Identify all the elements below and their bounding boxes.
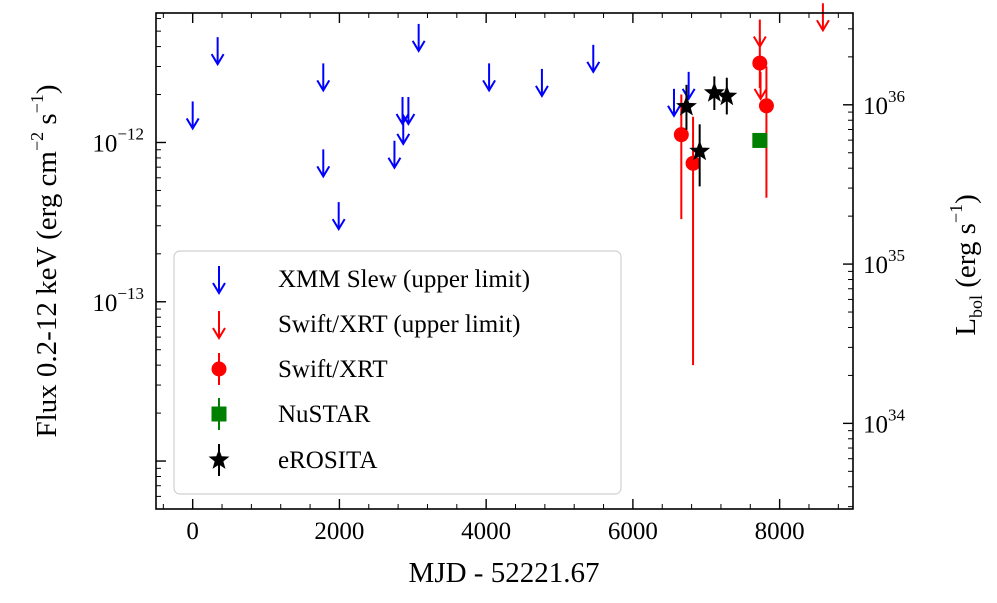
upper-limit-arrow — [681, 71, 696, 101]
tick-exponent: 34 — [888, 405, 906, 424]
arrow-head — [816, 19, 830, 33]
legend-star-symbol — [208, 449, 230, 469]
y-left-tick-label: 10−13 — [92, 284, 144, 317]
y-right-label-main: L — [950, 318, 982, 336]
legend-square-symbol — [211, 406, 227, 422]
arrow-head — [586, 61, 601, 74]
star-marker — [703, 81, 725, 102]
series-swift-xrt — [673, 38, 774, 366]
upper-limit-arrow — [185, 101, 200, 131]
y-left-label-mid: s — [31, 113, 63, 132]
y-left-tick-label: 10−12 — [92, 124, 144, 157]
legend-label-swift-ul: Swift/XRT (upper limit) — [278, 311, 520, 338]
tick-exponent: −12 — [117, 124, 144, 143]
arrow-head — [316, 79, 331, 93]
y-right-label-sub: bol — [966, 295, 986, 318]
series-erosita — [675, 76, 738, 187]
upper-limit-arrow — [387, 140, 402, 170]
x-tick-label: 8000 — [755, 518, 805, 545]
arrow-head — [212, 327, 226, 340]
arrow-head — [482, 79, 496, 93]
legend-symbols — [208, 266, 230, 476]
tick-base: 10 — [863, 411, 888, 438]
tick-base: 10 — [863, 93, 888, 120]
y-axis-right-label: Lbol (erg s−1) — [946, 194, 986, 336]
arrow-head — [411, 40, 426, 53]
y-right-label-mid: (erg s — [950, 223, 982, 295]
series-nustar — [752, 132, 768, 148]
y-right-label-sup: −1 — [946, 204, 966, 223]
legend-circle-symbol — [211, 361, 227, 377]
upper-limit-arrow — [316, 63, 331, 93]
arrow-head — [753, 88, 768, 101]
minor-ticks — [156, 13, 853, 510]
upper-limit-arrow — [816, 3, 830, 33]
upper-limit-arrow — [401, 96, 416, 126]
plot-frame — [155, 12, 854, 510]
arrow-head — [387, 157, 402, 170]
y-right-label-end: ) — [950, 194, 982, 204]
upper-limit-arrow — [482, 63, 496, 93]
star-marker — [689, 140, 711, 161]
tick-exponent: 36 — [888, 87, 905, 106]
upper-limit-arrow — [210, 37, 225, 67]
data-markers — [185, 3, 830, 366]
y-left-label-end: ) — [31, 84, 63, 94]
circle-marker — [752, 55, 768, 71]
legend-label-swift: Swift/XRT — [278, 356, 388, 383]
star-marker — [716, 85, 738, 106]
upper-limit-arrow — [316, 149, 331, 179]
tick-base: 10 — [92, 130, 117, 157]
square-marker — [752, 132, 768, 148]
y-right-tick-label: 1034 — [863, 405, 906, 438]
legend-box — [173, 250, 622, 495]
arrow-head — [535, 85, 549, 98]
tick-exponent: −13 — [117, 284, 144, 303]
arrow-head — [185, 117, 200, 131]
upper-limit-arrow — [396, 116, 411, 146]
circle-marker — [673, 127, 689, 143]
legend: XMM Slew (upper limit) Swift/XRT (upper … — [173, 250, 622, 495]
star-marker — [675, 95, 697, 116]
upper-limit-arrow — [586, 44, 601, 74]
x-tick-label: 2000 — [314, 518, 364, 545]
arrow-head — [396, 133, 411, 146]
y-left-label-sup2: −1 — [27, 94, 47, 113]
tick-base: 10 — [92, 290, 117, 317]
x-tick-label: 6000 — [608, 518, 658, 545]
arrow-head — [681, 88, 696, 101]
tick-exponent: 35 — [888, 246, 905, 265]
x-axis-label: MJD - 52221.67 — [409, 557, 600, 589]
legend-label-nustar: NuSTAR — [278, 401, 371, 428]
circle-marker — [685, 155, 701, 171]
y-axis-left-label: Flux 0.2-12 keV (erg cm−2 s−1) — [27, 84, 63, 437]
y-left-label-main: Flux 0.2-12 keV (erg cm — [31, 151, 63, 438]
upper-limit-arrow — [411, 23, 426, 53]
y-right-tick-label: 1035 — [863, 246, 905, 279]
arrow-head — [316, 165, 331, 179]
y-right-tick-label: 1036 — [863, 87, 905, 120]
legend-label-xmm: XMM Slew (upper limit) — [278, 266, 530, 293]
legend-label-erosita: eROSITA — [278, 447, 377, 474]
upper-limit-arrow — [667, 88, 681, 118]
series-xmm-slew-upper-limit — [185, 23, 696, 232]
upper-limit-arrow — [535, 68, 549, 98]
axes — [155, 12, 854, 510]
x-tick-label: 4000 — [461, 518, 511, 545]
legend-arrow-symbol — [212, 311, 226, 340]
arrow-head — [331, 218, 346, 232]
y-left-label-sup1: −2 — [27, 132, 47, 151]
x-tick-label: 0 — [186, 518, 199, 545]
legend-arrow-symbol — [212, 266, 226, 295]
series-swift-xrt-upper-limit — [752, 3, 830, 101]
circle-marker — [758, 98, 774, 114]
arrow-head — [401, 113, 416, 126]
arrow-head — [210, 53, 225, 67]
upper-limit-arrow — [331, 202, 346, 232]
arrow-head — [667, 105, 681, 118]
arrow-head — [212, 282, 226, 295]
tick-base: 10 — [863, 252, 888, 279]
